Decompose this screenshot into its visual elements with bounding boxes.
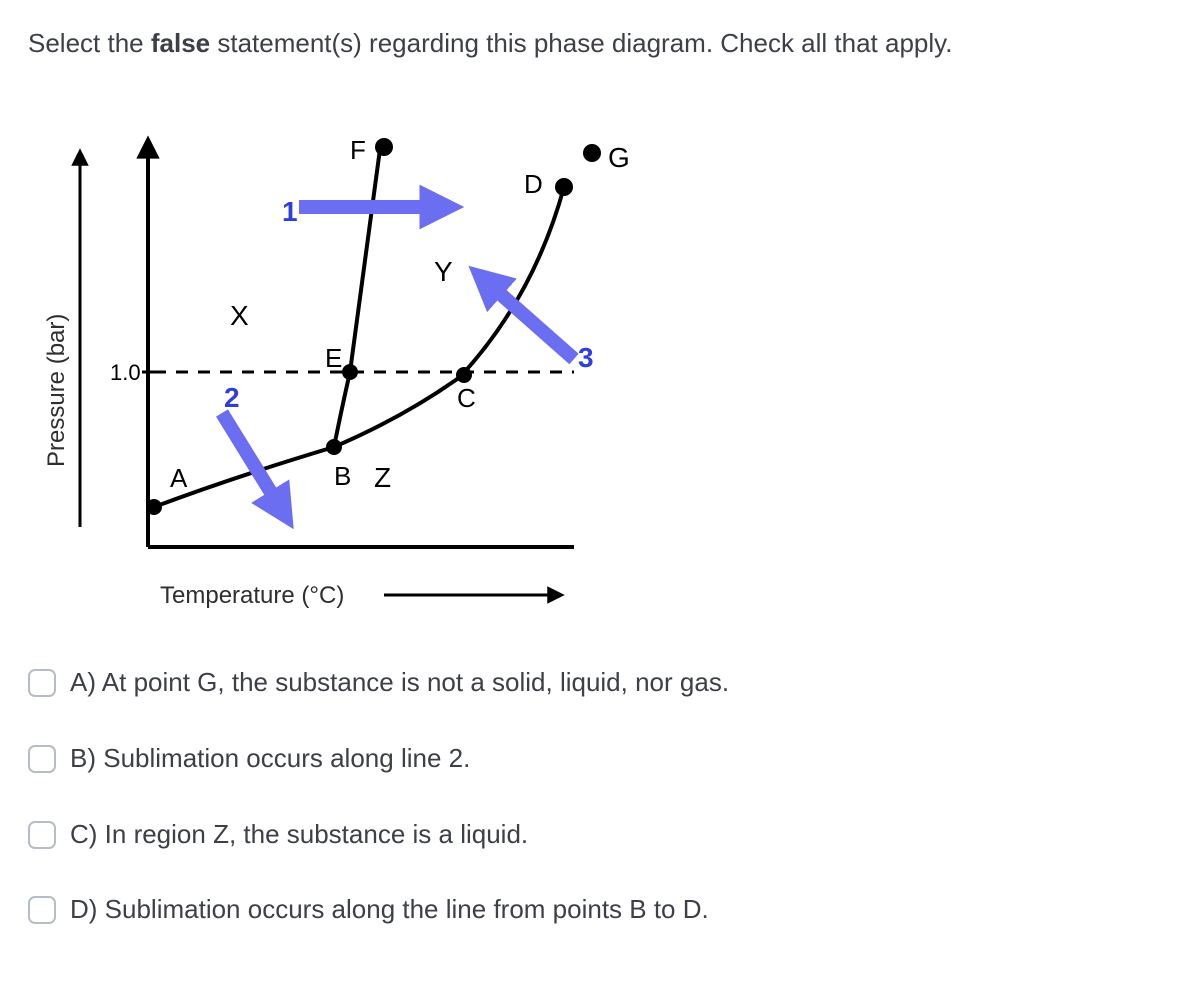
x-axis-label: Temperature (°C) bbox=[160, 582, 344, 609]
options-list: A) At point G, the substance is not a so… bbox=[28, 666, 1172, 927]
arrow-3 bbox=[488, 283, 574, 359]
label-arrow-3: 3 bbox=[578, 342, 594, 373]
label-arrow-2: 2 bbox=[224, 382, 240, 413]
label-F: F bbox=[350, 135, 366, 165]
y-tick-label: 1.0 bbox=[110, 360, 141, 385]
point-E bbox=[342, 364, 358, 380]
option-C: C) In region Z, the substance is a liqui… bbox=[28, 818, 1172, 852]
option-D: D) Sublimation occurs along the line fro… bbox=[28, 893, 1172, 927]
checkbox-D[interactable] bbox=[28, 896, 56, 924]
phase-diagram: Pressure (bar) 1.0 A B C D E F bbox=[34, 87, 1172, 632]
question-bold: false bbox=[151, 28, 210, 58]
point-F bbox=[375, 138, 393, 156]
point-C bbox=[456, 367, 472, 383]
option-B: B) Sublimation occurs along line 2. bbox=[28, 742, 1172, 776]
label-B: B bbox=[334, 461, 351, 491]
curve-B-F bbox=[334, 149, 380, 447]
label-Z: Z bbox=[374, 462, 391, 493]
y-axis-label: Pressure (bar) bbox=[43, 314, 70, 467]
label-arrow-1: 1 bbox=[282, 196, 298, 227]
phase-diagram-svg: Pressure (bar) 1.0 A B C D E F bbox=[34, 87, 674, 627]
label-Y: Y bbox=[434, 256, 453, 287]
label-G: G bbox=[608, 142, 630, 173]
label-A: A bbox=[170, 463, 188, 493]
option-text-B: B) Sublimation occurs along line 2. bbox=[70, 742, 470, 776]
point-A bbox=[146, 499, 162, 515]
label-E: E bbox=[325, 343, 342, 373]
option-A: A) At point G, the substance is not a so… bbox=[28, 666, 1172, 700]
question-text: Select the false statement(s) regarding … bbox=[28, 26, 1172, 61]
checkbox-A[interactable] bbox=[28, 669, 56, 697]
option-text-A: A) At point G, the substance is not a so… bbox=[70, 666, 729, 700]
question-suffix: statement(s) regarding this phase diagra… bbox=[210, 28, 952, 58]
label-X: X bbox=[230, 300, 249, 331]
point-B bbox=[326, 439, 342, 455]
label-D: D bbox=[524, 169, 543, 199]
point-D bbox=[555, 178, 573, 196]
option-text-D: D) Sublimation occurs along the line fro… bbox=[70, 893, 709, 927]
checkbox-B[interactable] bbox=[28, 745, 56, 773]
point-G bbox=[583, 144, 601, 162]
label-C: C bbox=[457, 383, 476, 413]
checkbox-C[interactable] bbox=[28, 821, 56, 849]
arrow-2 bbox=[222, 413, 280, 507]
option-text-C: C) In region Z, the substance is a liqui… bbox=[70, 818, 528, 852]
question-prefix: Select the bbox=[28, 28, 151, 58]
